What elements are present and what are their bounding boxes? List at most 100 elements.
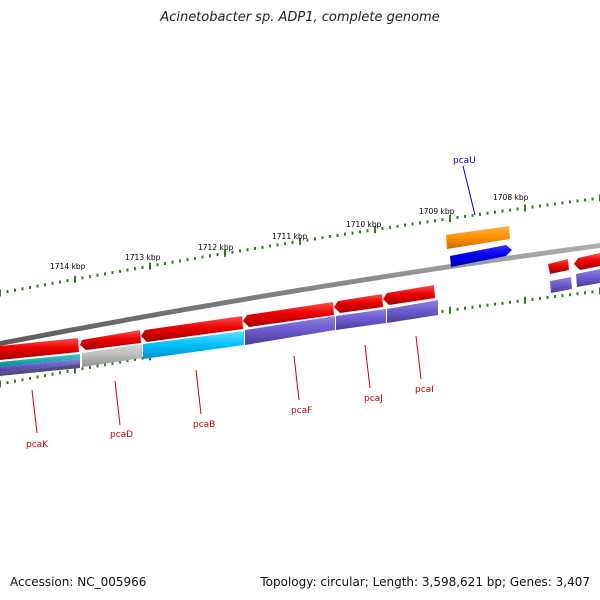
gene-label-pcad: pcaD bbox=[110, 430, 133, 440]
minor-tick bbox=[254, 247, 256, 250]
gene-feature bbox=[82, 344, 142, 367]
gene-label-pcak: pcaK bbox=[26, 440, 49, 450]
minor-tick bbox=[306, 238, 309, 242]
minor-tick bbox=[494, 302, 496, 306]
minor-tick bbox=[179, 259, 181, 263]
minor-tick bbox=[291, 240, 294, 244]
major-tick bbox=[299, 237, 301, 245]
minor-tick bbox=[194, 256, 196, 260]
gene-label-pcaf: pcaF bbox=[291, 406, 312, 416]
minor-tick bbox=[591, 290, 594, 294]
gene-feature bbox=[548, 259, 569, 274]
major-tick bbox=[524, 204, 526, 212]
minor-tick bbox=[156, 263, 159, 267]
major-tick bbox=[0, 289, 1, 297]
minor-tick bbox=[141, 356, 144, 360]
minor-tick bbox=[516, 207, 519, 211]
leader-line bbox=[195, 369, 202, 415]
minor-tick bbox=[51, 372, 54, 376]
scale-label: 1709 kbp bbox=[419, 207, 455, 216]
minor-tick bbox=[569, 293, 571, 297]
major-tick bbox=[449, 215, 451, 223]
minor-tick bbox=[134, 357, 136, 361]
minor-tick bbox=[269, 244, 271, 248]
major-tick bbox=[74, 275, 76, 283]
scale-label: 1708 kbp bbox=[493, 193, 529, 202]
minor-tick bbox=[201, 255, 204, 259]
minor-tick bbox=[366, 229, 369, 233]
minor-tick bbox=[29, 285, 31, 289]
minor-tick bbox=[134, 267, 136, 271]
minor-tick bbox=[381, 227, 384, 230]
minor-tick bbox=[396, 224, 399, 228]
minor-tick bbox=[456, 216, 459, 219]
minor-tick bbox=[81, 367, 84, 371]
minor-tick bbox=[509, 300, 511, 304]
map-title: Acinetobacter sp. ADP1, complete genome bbox=[160, 10, 440, 25]
minor-tick bbox=[59, 280, 61, 284]
minor-tick bbox=[464, 214, 466, 218]
minor-tick bbox=[516, 299, 519, 303]
minor-tick bbox=[501, 209, 504, 213]
minor-tick bbox=[561, 201, 564, 205]
minor-tick bbox=[104, 363, 106, 367]
minor-tick bbox=[426, 220, 429, 224]
minor-tick bbox=[314, 237, 316, 241]
minor-tick bbox=[591, 197, 594, 201]
gene-feature bbox=[0, 354, 80, 367]
minor-tick bbox=[51, 281, 54, 285]
minor-tick bbox=[546, 203, 549, 207]
gene-label-pcab: pcaB bbox=[193, 420, 215, 430]
minor-tick bbox=[479, 212, 481, 216]
gene-feature bbox=[336, 309, 386, 330]
minor-tick bbox=[576, 199, 579, 203]
minor-tick bbox=[336, 233, 339, 237]
minor-tick bbox=[186, 258, 189, 262]
minor-tick bbox=[554, 295, 556, 298]
leader-line bbox=[31, 389, 38, 434]
minor-tick bbox=[561, 294, 564, 298]
minor-tick bbox=[66, 279, 69, 283]
minor-tick bbox=[486, 211, 489, 215]
gene-feature bbox=[387, 300, 438, 323]
minor-tick bbox=[509, 208, 511, 212]
minor-tick bbox=[344, 232, 346, 236]
gene-feature bbox=[574, 253, 600, 270]
gene-feature bbox=[550, 277, 572, 293]
minor-tick bbox=[359, 230, 361, 234]
minor-tick bbox=[539, 296, 541, 300]
gene-feature bbox=[446, 226, 510, 249]
minor-tick bbox=[464, 306, 466, 310]
minor-tick bbox=[501, 301, 504, 305]
minor-tick bbox=[231, 250, 234, 254]
gene-label-pcai: pcaI bbox=[415, 385, 434, 395]
gene-feature bbox=[80, 330, 141, 350]
minor-tick bbox=[539, 204, 541, 208]
minor-tick bbox=[96, 273, 99, 277]
label-leaders bbox=[31, 165, 476, 434]
minor-tick bbox=[494, 210, 496, 214]
gene-feature bbox=[0, 364, 80, 376]
minor-tick bbox=[471, 305, 474, 309]
scale-label: 1712 kbp bbox=[198, 243, 234, 252]
major-tick bbox=[449, 306, 451, 314]
gene-labels: pcaK pcaD pcaB pcaF pcaJ pcaI pcaU bbox=[26, 156, 476, 450]
minor-tick bbox=[171, 260, 174, 264]
gene-feature bbox=[143, 331, 244, 359]
gene-feature bbox=[0, 338, 79, 360]
minor-tick bbox=[44, 374, 46, 378]
gene-feature bbox=[576, 269, 600, 287]
minor-tick bbox=[14, 288, 16, 292]
minor-tick bbox=[216, 253, 219, 257]
gene-feature bbox=[450, 245, 512, 267]
minor-tick bbox=[6, 290, 9, 294]
minor-tick bbox=[531, 205, 534, 209]
major-tick bbox=[149, 262, 151, 270]
minor-tick bbox=[321, 236, 324, 240]
minor-tick bbox=[66, 369, 69, 373]
minor-tick bbox=[89, 275, 91, 279]
minor-tick bbox=[434, 219, 436, 223]
minor-tick bbox=[239, 249, 241, 253]
major-tick bbox=[74, 366, 76, 374]
